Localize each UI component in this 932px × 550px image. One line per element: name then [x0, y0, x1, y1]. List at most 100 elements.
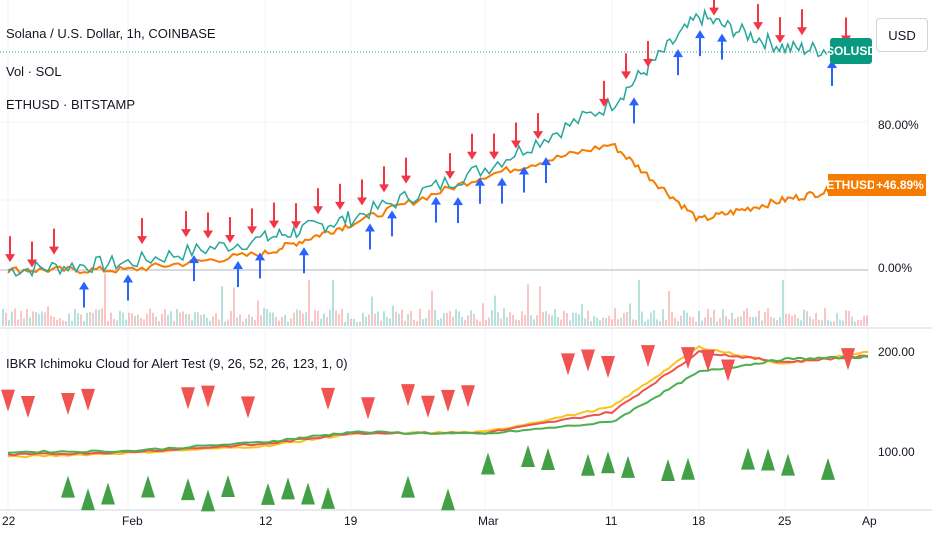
volume-bar [398, 313, 400, 326]
volume-bar [638, 279, 640, 326]
sell-arrow-head [511, 140, 521, 149]
sell-triangle [21, 396, 35, 419]
volume-bar [137, 314, 139, 326]
compare-legend[interactable]: ETHUSD · BITSTAMP [6, 97, 136, 112]
volume-bar [698, 310, 700, 326]
time-tick-19: 19 [344, 514, 358, 528]
volume-bar [23, 318, 25, 326]
volume-bar [461, 316, 463, 326]
sell-triangle [81, 388, 95, 411]
volume-bar [221, 286, 223, 326]
sell-triangle [701, 349, 715, 372]
volume-bar [362, 312, 364, 326]
volume-bar [635, 319, 637, 326]
sell-arrow-head [357, 197, 367, 206]
volume-bar [242, 321, 244, 326]
indicator-tick-100: 100.00 [878, 445, 915, 459]
volume-bar [626, 311, 628, 326]
volume-bar [578, 314, 580, 326]
volume-bar [56, 319, 58, 326]
volume-bar [101, 308, 103, 326]
volume-bar [356, 321, 358, 326]
volume-bar [107, 321, 109, 326]
volume-bar [278, 320, 280, 326]
volume-bar [194, 312, 196, 326]
volume-legend[interactable]: Vol · SOL [6, 64, 62, 79]
volume-bar [551, 315, 553, 326]
volume-bar [755, 317, 757, 326]
volume-bar [458, 311, 460, 326]
volume-bar [608, 315, 610, 326]
volume-bar [836, 313, 838, 326]
volume-bar [377, 311, 379, 326]
currency-button[interactable]: USD [876, 18, 928, 52]
sell-arrow-head [137, 236, 147, 245]
volume-bar [185, 313, 187, 326]
volume-bar [563, 310, 565, 326]
buy-arrow-head [365, 223, 375, 232]
volume-bar [413, 319, 415, 326]
volume-bar [824, 308, 826, 326]
volume-bar [506, 317, 508, 326]
sell-arrow-head [775, 35, 785, 44]
volume-bar [467, 315, 469, 326]
volume-bar [542, 311, 544, 326]
volume-bar [140, 317, 142, 326]
volume-bar [689, 316, 691, 326]
volume-bar [146, 313, 148, 326]
volume-bar [605, 318, 607, 326]
buy-triangle [301, 482, 315, 505]
buy-arrow-head [233, 261, 243, 270]
volume-bar [11, 311, 13, 326]
volume-bar [770, 316, 772, 326]
volume-bar [536, 315, 538, 326]
buy-triangle [521, 445, 535, 468]
buy-triangle [201, 489, 215, 512]
sell-arrow-head [5, 254, 15, 263]
volume-bar [344, 321, 346, 326]
volume-bar [680, 315, 682, 326]
volume-bar [284, 314, 286, 326]
volume-bar [443, 313, 445, 326]
volume-bar [32, 311, 34, 326]
volume-bar [320, 318, 322, 326]
buy-triangle [441, 488, 455, 511]
volume-bar [848, 310, 850, 326]
volume-bar [191, 320, 193, 326]
volume-bar [473, 313, 475, 326]
volume-bar [806, 311, 808, 326]
price-tick-0: 0.00% [878, 261, 913, 275]
volume-bar [200, 314, 202, 326]
volume-bar [248, 314, 250, 326]
volume-bar [470, 310, 472, 326]
sell-triangle [721, 359, 735, 382]
volume-bar [773, 318, 775, 326]
buy-triangle [81, 488, 95, 511]
volume-bar [89, 312, 91, 326]
main-legend[interactable]: Solana / U.S. Dollar, 1h, COINBASE [6, 26, 216, 41]
volume-bar [212, 316, 214, 326]
sell-triangle [841, 348, 855, 371]
volume-bar [785, 313, 787, 326]
volume-bar [350, 318, 352, 326]
volume-bar [596, 317, 598, 326]
buy-triangle [761, 448, 775, 471]
volume-bar [176, 308, 178, 326]
volume-bar [128, 312, 130, 326]
volume-bar [20, 310, 22, 326]
volume-bar [647, 319, 649, 326]
volume-bar [845, 310, 847, 326]
sell-arrow-head [599, 98, 609, 107]
volume-bar [374, 313, 376, 326]
volume-bar [314, 309, 316, 326]
volume-bar [464, 320, 466, 326]
sell-triangle [681, 347, 695, 370]
volume-bar [431, 290, 433, 326]
volume-bar [707, 308, 709, 326]
volume-bar [818, 319, 820, 326]
indicator-legend[interactable]: IBKR Ichimoku Cloud for Alert Test (9, 2… [6, 356, 348, 371]
time-tick-22: 22 [2, 514, 16, 528]
volume-bar [593, 316, 595, 326]
volume-bar [833, 321, 835, 326]
